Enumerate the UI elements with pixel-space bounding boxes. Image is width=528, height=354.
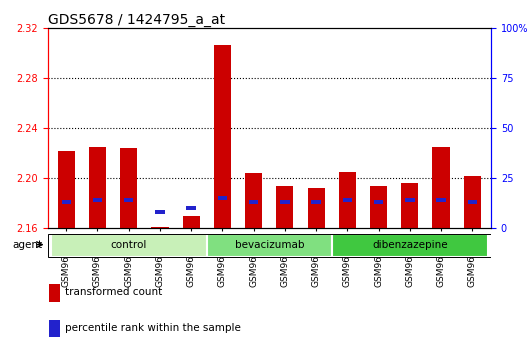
Bar [48,234,491,257]
Text: agent: agent [12,240,42,250]
Bar [51,234,207,257]
Bar [152,227,168,228]
Text: GDS5678 / 1424795_a_at: GDS5678 / 1424795_a_at [48,13,224,27]
Bar [62,200,71,204]
Bar [89,147,106,228]
Bar [155,211,165,214]
Bar [218,196,227,200]
Text: bevacizumab: bevacizumab [234,240,304,250]
Bar [343,199,352,202]
Bar [186,206,196,210]
Text: percentile rank within the sample: percentile rank within the sample [64,322,240,333]
Bar [468,200,477,204]
Bar [307,188,325,228]
Bar [312,200,321,204]
Bar [370,186,387,228]
Bar [93,199,102,202]
Bar [49,284,60,302]
Bar [214,45,231,228]
Bar [249,200,258,204]
Bar [124,199,134,202]
Bar [405,199,414,202]
Bar [49,320,60,337]
Bar [120,148,137,228]
Bar [332,234,488,257]
Text: control: control [110,240,147,250]
Text: transformed count: transformed count [64,287,162,297]
Bar [245,173,262,228]
Bar [401,183,418,228]
Bar [432,147,450,228]
Bar [339,172,356,228]
Bar [436,199,446,202]
Text: dibenzazepine: dibenzazepine [372,240,448,250]
Bar [464,176,481,228]
Bar [276,186,294,228]
Bar [58,151,75,228]
Bar [183,216,200,228]
Bar [207,234,332,257]
Bar [374,200,383,204]
Bar [280,200,290,204]
